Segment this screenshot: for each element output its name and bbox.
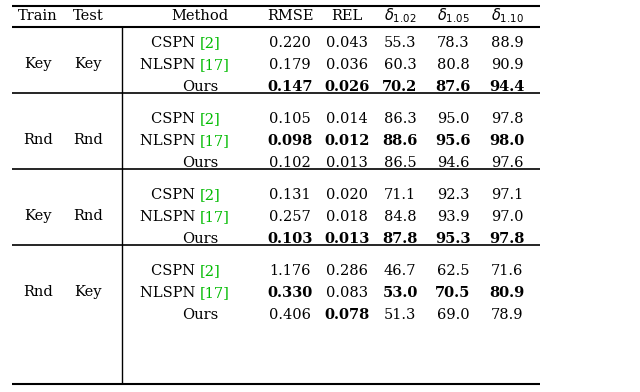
Text: Ours: Ours xyxy=(182,308,218,322)
Text: Test: Test xyxy=(72,9,104,23)
Text: 0.179: 0.179 xyxy=(269,58,311,72)
Text: Ours: Ours xyxy=(182,232,218,246)
Text: 0.102: 0.102 xyxy=(269,156,311,170)
Text: CSPN: CSPN xyxy=(152,264,200,278)
Text: REL: REL xyxy=(332,9,363,23)
Text: 80.8: 80.8 xyxy=(436,58,469,72)
Text: Key: Key xyxy=(74,285,102,299)
Text: 0.078: 0.078 xyxy=(324,308,370,322)
Text: 95.6: 95.6 xyxy=(435,134,471,148)
Text: 0.020: 0.020 xyxy=(326,188,368,202)
Text: 0.043: 0.043 xyxy=(326,36,368,50)
Text: 0.013: 0.013 xyxy=(326,156,368,170)
Text: 0.105: 0.105 xyxy=(269,112,311,126)
Text: Ours: Ours xyxy=(182,156,218,170)
Text: 84.8: 84.8 xyxy=(384,210,416,224)
Text: 95.0: 95.0 xyxy=(436,112,469,126)
Text: 97.1: 97.1 xyxy=(491,188,523,202)
Text: 80.9: 80.9 xyxy=(490,286,525,300)
Text: 87.6: 87.6 xyxy=(435,80,470,94)
Text: 86.3: 86.3 xyxy=(383,112,417,126)
Text: Rnd: Rnd xyxy=(23,285,53,299)
Text: Key: Key xyxy=(74,57,102,71)
Text: 0.330: 0.330 xyxy=(268,286,312,300)
Text: 71.1: 71.1 xyxy=(384,188,416,202)
Text: 0.103: 0.103 xyxy=(268,232,313,246)
Text: 97.0: 97.0 xyxy=(491,210,524,224)
Text: 71.6: 71.6 xyxy=(491,264,523,278)
Text: [2]: [2] xyxy=(200,264,221,278)
Text: [17]: [17] xyxy=(200,210,230,224)
Text: 95.3: 95.3 xyxy=(435,232,471,246)
Text: 0.018: 0.018 xyxy=(326,210,368,224)
Text: 0.014: 0.014 xyxy=(326,112,368,126)
Text: 0.098: 0.098 xyxy=(268,134,312,148)
Text: 0.131: 0.131 xyxy=(269,188,311,202)
Text: Rnd: Rnd xyxy=(73,209,103,223)
Text: 98.0: 98.0 xyxy=(490,134,525,148)
Text: 0.147: 0.147 xyxy=(268,80,313,94)
Text: 0.286: 0.286 xyxy=(326,264,368,278)
Text: 90.9: 90.9 xyxy=(491,58,524,72)
Text: 0.083: 0.083 xyxy=(326,286,368,300)
Text: $\delta_{1.05}$: $\delta_{1.05}$ xyxy=(436,7,469,25)
Text: 0.406: 0.406 xyxy=(269,308,311,322)
Text: 0.012: 0.012 xyxy=(324,134,370,148)
Text: 97.8: 97.8 xyxy=(491,112,524,126)
Text: CSPN: CSPN xyxy=(152,112,200,126)
Text: NLSPN: NLSPN xyxy=(140,134,200,148)
Text: CSPN: CSPN xyxy=(152,188,200,202)
Text: Ours: Ours xyxy=(182,80,218,94)
Text: Key: Key xyxy=(24,57,52,71)
Text: 97.8: 97.8 xyxy=(490,232,525,246)
Text: 94.6: 94.6 xyxy=(436,156,469,170)
Text: $\delta_{1.10}$: $\delta_{1.10}$ xyxy=(490,7,524,25)
Text: 97.6: 97.6 xyxy=(491,156,524,170)
Text: 94.4: 94.4 xyxy=(490,80,525,94)
Text: 69.0: 69.0 xyxy=(436,308,469,322)
Text: 70.2: 70.2 xyxy=(382,80,418,94)
Text: Rnd: Rnd xyxy=(23,133,53,147)
Text: 92.3: 92.3 xyxy=(436,188,469,202)
Text: Rnd: Rnd xyxy=(73,133,103,147)
Text: 60.3: 60.3 xyxy=(383,58,417,72)
Text: [17]: [17] xyxy=(200,286,230,300)
Text: 51.3: 51.3 xyxy=(384,308,416,322)
Text: 70.5: 70.5 xyxy=(435,286,470,300)
Text: 87.8: 87.8 xyxy=(382,232,418,246)
Text: 0.026: 0.026 xyxy=(324,80,370,94)
Text: 55.3: 55.3 xyxy=(384,36,416,50)
Text: Method: Method xyxy=(172,9,228,23)
Text: 0.013: 0.013 xyxy=(324,232,370,246)
Text: [17]: [17] xyxy=(200,134,230,148)
Text: 0.036: 0.036 xyxy=(326,58,368,72)
Text: [2]: [2] xyxy=(200,188,221,202)
Text: 93.9: 93.9 xyxy=(436,210,469,224)
Text: NLSPN: NLSPN xyxy=(140,286,200,300)
Text: [17]: [17] xyxy=(200,58,230,72)
Text: NLSPN: NLSPN xyxy=(140,58,200,72)
Text: Train: Train xyxy=(18,9,58,23)
Text: CSPN: CSPN xyxy=(152,36,200,50)
Text: 46.7: 46.7 xyxy=(384,264,416,278)
Text: 62.5: 62.5 xyxy=(436,264,469,278)
Text: 0.220: 0.220 xyxy=(269,36,311,50)
Text: [2]: [2] xyxy=(200,112,221,126)
Text: 88.6: 88.6 xyxy=(382,134,418,148)
Text: NLSPN: NLSPN xyxy=(140,210,200,224)
Text: $\delta_{1.02}$: $\delta_{1.02}$ xyxy=(384,7,416,25)
Text: Key: Key xyxy=(24,209,52,223)
Text: 1.176: 1.176 xyxy=(269,264,311,278)
Text: 53.0: 53.0 xyxy=(382,286,418,300)
Text: RMSE: RMSE xyxy=(267,9,313,23)
Text: [2]: [2] xyxy=(200,36,221,50)
Text: 78.3: 78.3 xyxy=(436,36,469,50)
Text: 86.5: 86.5 xyxy=(384,156,416,170)
Text: 88.9: 88.9 xyxy=(491,36,524,50)
Text: 0.257: 0.257 xyxy=(269,210,311,224)
Text: 78.9: 78.9 xyxy=(491,308,524,322)
